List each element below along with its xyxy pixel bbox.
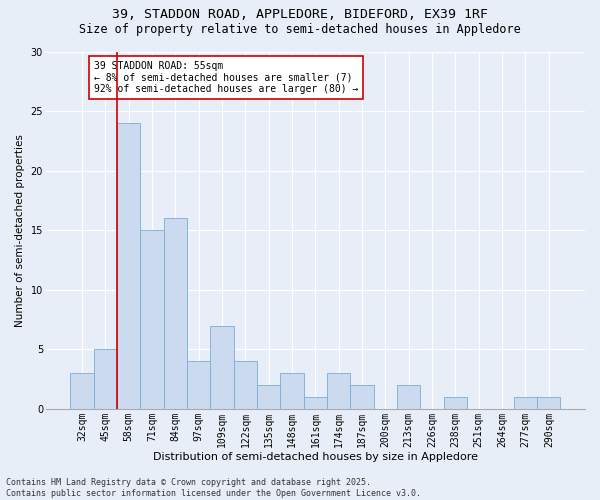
Text: 39 STADDON ROAD: 55sqm
← 8% of semi-detached houses are smaller (7)
92% of semi-: 39 STADDON ROAD: 55sqm ← 8% of semi-deta… [94, 61, 358, 94]
Bar [234, 362, 257, 409]
X-axis label: Distribution of semi-detached houses by size in Appledore: Distribution of semi-detached houses by … [153, 452, 478, 462]
Bar [397, 385, 421, 409]
Bar [94, 350, 117, 409]
Bar [537, 397, 560, 409]
Text: Size of property relative to semi-detached houses in Appledore: Size of property relative to semi-detach… [79, 22, 521, 36]
Text: 39, STADDON ROAD, APPLEDORE, BIDEFORD, EX39 1RF: 39, STADDON ROAD, APPLEDORE, BIDEFORD, E… [112, 8, 488, 20]
Text: Contains HM Land Registry data © Crown copyright and database right 2025.
Contai: Contains HM Land Registry data © Crown c… [6, 478, 421, 498]
Bar [280, 373, 304, 409]
Bar [444, 397, 467, 409]
Y-axis label: Number of semi-detached properties: Number of semi-detached properties [15, 134, 25, 326]
Bar [514, 397, 537, 409]
Bar [211, 326, 234, 409]
Bar [140, 230, 164, 409]
Bar [327, 373, 350, 409]
Bar [117, 123, 140, 409]
Bar [304, 397, 327, 409]
Bar [257, 385, 280, 409]
Bar [187, 362, 211, 409]
Bar [350, 385, 374, 409]
Bar [164, 218, 187, 409]
Bar [70, 373, 94, 409]
